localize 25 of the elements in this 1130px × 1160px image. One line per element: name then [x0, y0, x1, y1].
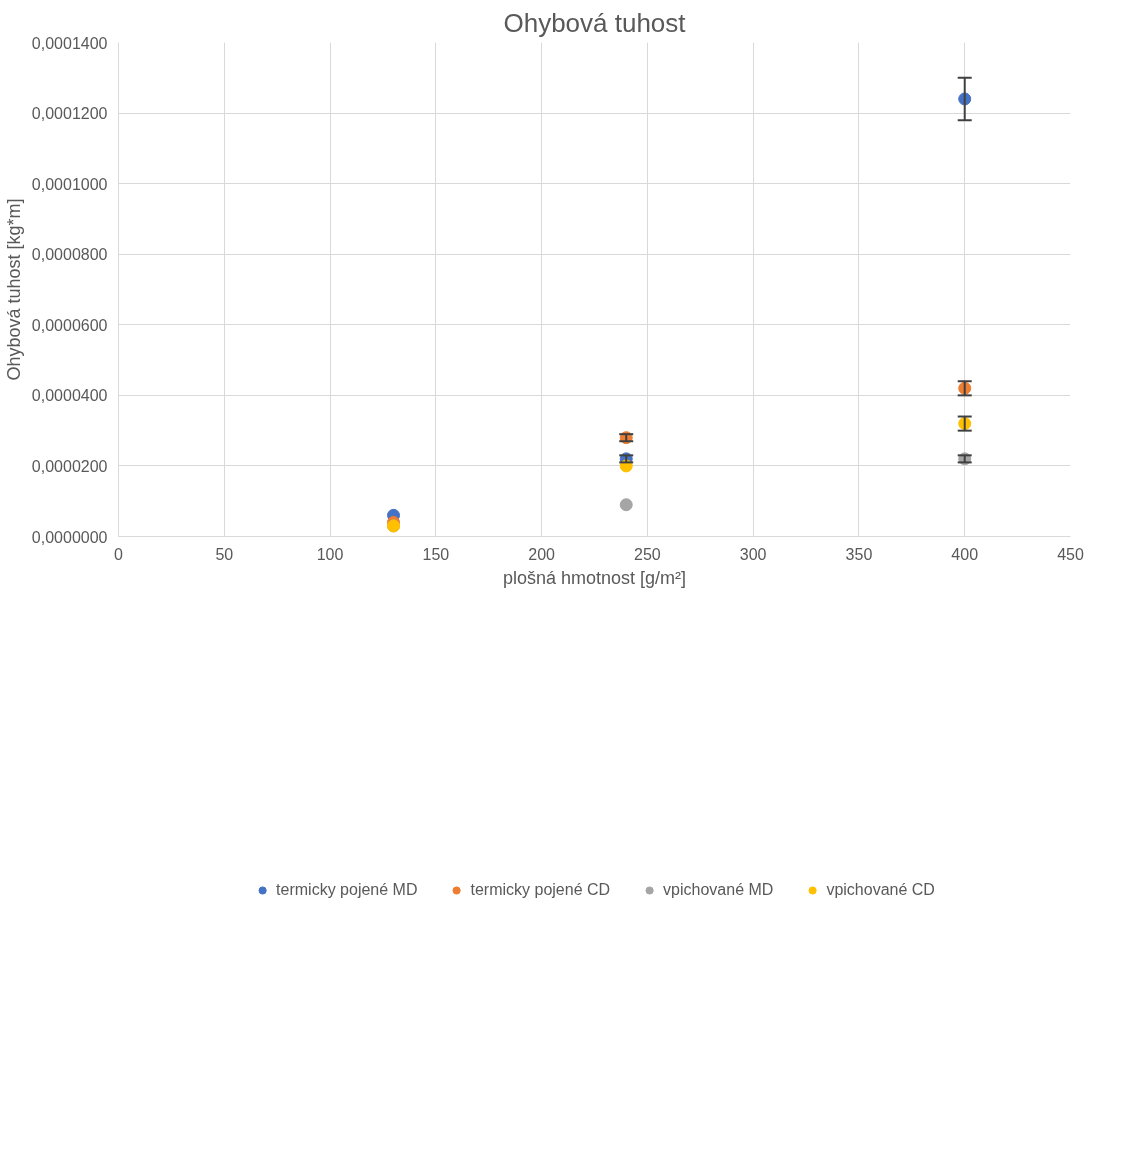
legend-label: termicky pojené CD [470, 881, 611, 899]
x-tick-label: 150 [422, 545, 450, 563]
x-tick-label: 450 [1057, 545, 1084, 563]
x-axis-title: plošná hmotnost [g/m²] [502, 567, 687, 588]
y-tick-label: 0,0001200 [31, 105, 108, 123]
y-tick-label: 0,0000200 [31, 457, 108, 475]
x-tick-label: 100 [316, 545, 344, 563]
x-tick-label: 0 [114, 545, 124, 563]
legend-label: termicky pojené MD [276, 881, 418, 899]
y-tick-label: 0,0000000 [31, 528, 108, 546]
y-tick-label: 0,0000400 [31, 387, 108, 405]
y-axis-title: Ohybová tuhost [kg*m] [3, 198, 24, 381]
x-tick-label: 50 [215, 545, 234, 563]
x-tick-label: 400 [951, 545, 979, 563]
legend-label: vpichované CD [826, 881, 935, 899]
y-tick-label: 0,0001400 [31, 34, 108, 52]
y-tick-label: 0,0000800 [31, 246, 108, 264]
x-tick-label: 300 [739, 545, 767, 563]
x-tick-label: 350 [845, 545, 873, 563]
x-tick-label: 200 [528, 545, 556, 563]
x-tick-label: 250 [634, 545, 661, 563]
y-tick-label: 0,0000600 [31, 316, 108, 334]
legend-label: vpichované MD [663, 881, 774, 899]
y-tick-label: 0,0001000 [31, 175, 108, 193]
chart-title: Ohybová tuhost [503, 7, 687, 38]
